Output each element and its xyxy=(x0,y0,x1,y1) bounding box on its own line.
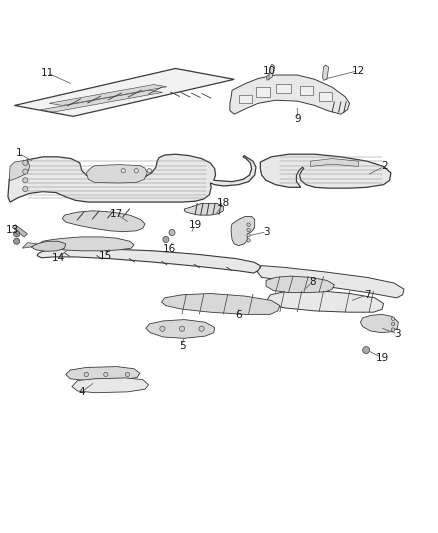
Circle shape xyxy=(247,228,251,232)
Circle shape xyxy=(147,168,152,173)
Polygon shape xyxy=(319,92,332,101)
Polygon shape xyxy=(311,158,358,166)
Circle shape xyxy=(180,326,185,332)
Circle shape xyxy=(121,168,125,173)
Polygon shape xyxy=(267,290,384,312)
Polygon shape xyxy=(72,378,148,393)
Polygon shape xyxy=(257,265,404,298)
Polygon shape xyxy=(239,94,252,103)
Polygon shape xyxy=(12,225,28,237)
Text: 8: 8 xyxy=(309,277,316,287)
Text: 19: 19 xyxy=(375,353,389,363)
Polygon shape xyxy=(37,248,260,273)
Polygon shape xyxy=(231,216,254,246)
Text: 2: 2 xyxy=(381,161,388,172)
Circle shape xyxy=(134,168,138,173)
Circle shape xyxy=(23,160,28,166)
Polygon shape xyxy=(230,75,350,114)
Polygon shape xyxy=(40,237,134,251)
Circle shape xyxy=(247,239,251,242)
Circle shape xyxy=(23,169,28,174)
Polygon shape xyxy=(66,367,140,381)
Polygon shape xyxy=(162,294,280,314)
Circle shape xyxy=(247,233,251,237)
Polygon shape xyxy=(31,241,66,251)
Text: 18: 18 xyxy=(217,198,230,208)
Circle shape xyxy=(160,326,165,332)
Circle shape xyxy=(14,231,20,237)
Circle shape xyxy=(84,372,88,377)
Polygon shape xyxy=(8,154,256,202)
Polygon shape xyxy=(146,320,215,338)
Text: 3: 3 xyxy=(264,227,270,237)
Polygon shape xyxy=(184,204,223,215)
Text: 14: 14 xyxy=(51,253,64,263)
Polygon shape xyxy=(322,65,328,80)
Polygon shape xyxy=(266,276,334,293)
Circle shape xyxy=(391,328,395,332)
Text: 11: 11 xyxy=(40,68,54,78)
Circle shape xyxy=(163,237,169,243)
Circle shape xyxy=(104,372,108,377)
Circle shape xyxy=(247,223,251,227)
Text: 4: 4 xyxy=(78,387,85,397)
Circle shape xyxy=(23,177,28,183)
Text: 5: 5 xyxy=(179,341,185,351)
Text: 17: 17 xyxy=(110,209,124,219)
Circle shape xyxy=(14,238,20,244)
Text: 9: 9 xyxy=(294,114,300,124)
Polygon shape xyxy=(256,87,270,97)
Circle shape xyxy=(23,187,28,192)
Polygon shape xyxy=(49,85,167,106)
Circle shape xyxy=(125,372,130,377)
Text: 10: 10 xyxy=(262,66,276,76)
Circle shape xyxy=(363,346,370,353)
Circle shape xyxy=(169,230,175,236)
Text: 12: 12 xyxy=(352,66,365,76)
Polygon shape xyxy=(276,84,291,93)
Polygon shape xyxy=(267,64,275,80)
Text: 1: 1 xyxy=(15,148,22,158)
Text: 7: 7 xyxy=(364,290,370,300)
Text: 19: 19 xyxy=(188,220,201,230)
Polygon shape xyxy=(86,165,147,183)
Circle shape xyxy=(199,326,204,332)
Polygon shape xyxy=(22,243,37,248)
Polygon shape xyxy=(360,314,398,333)
Polygon shape xyxy=(62,211,145,232)
Text: 13: 13 xyxy=(6,224,19,235)
Polygon shape xyxy=(14,68,234,116)
Polygon shape xyxy=(41,90,162,112)
Circle shape xyxy=(391,322,395,326)
Polygon shape xyxy=(260,154,391,188)
Polygon shape xyxy=(300,86,314,94)
Circle shape xyxy=(391,317,395,320)
Polygon shape xyxy=(9,160,30,180)
Text: 16: 16 xyxy=(162,244,176,254)
Text: 15: 15 xyxy=(99,251,113,261)
Text: 6: 6 xyxy=(235,310,242,320)
Text: 3: 3 xyxy=(394,329,401,339)
